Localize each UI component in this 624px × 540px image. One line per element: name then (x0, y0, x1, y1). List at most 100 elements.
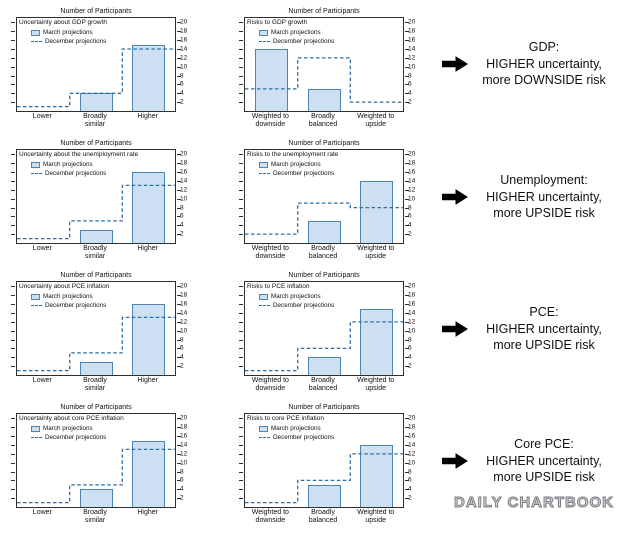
y-tick (177, 154, 181, 156)
y-tick-label: 10 (408, 63, 416, 71)
right-arrow-icon (442, 321, 468, 337)
y-tick-label: 10 (180, 459, 188, 467)
y-tick (11, 436, 15, 438)
y-tick-label: 20 (180, 414, 188, 422)
y-tick (405, 234, 409, 236)
y-tick (405, 498, 409, 500)
y-tick-label: 12 (180, 318, 188, 326)
legend-label-december: December projections (45, 434, 107, 441)
y-tick (239, 49, 243, 50)
annotation-text: PCE: HIGHER uncertainty, more UPSIDE ris… (486, 305, 602, 353)
march-bar (360, 308, 394, 375)
x-axis-labels: Weighted to downside Broadly balanced Weig… (244, 377, 402, 394)
y-axis-title: Number of Participants (60, 272, 132, 279)
y-tick-label: 10 (408, 195, 416, 203)
y-tick-label: 20 (408, 282, 416, 290)
y-tick (177, 418, 181, 420)
y-tick (239, 295, 243, 297)
legend-row-march: March projections (31, 424, 106, 433)
y-tick (405, 489, 409, 491)
y-tick (239, 198, 243, 200)
y-axis-title: Number of Participants (288, 404, 360, 411)
y-tick-label: 4 (408, 353, 412, 361)
y-tick-label: 4 (180, 353, 184, 361)
legend-row-march: March projections (259, 424, 334, 433)
y-tick (239, 304, 243, 306)
y-tick-label: 4 (408, 485, 412, 493)
annotation-text: Core PCE: HIGHER uncertainty, more UPSID… (486, 437, 602, 485)
chart-title: Risks to core PCE inflation (247, 415, 324, 422)
x-axis-label: Weighted to upside (357, 377, 395, 393)
x-axis-label: Weighted to downside (251, 113, 289, 129)
y-tick-label: 6 (408, 212, 412, 220)
y-tick-label: 8 (408, 204, 412, 212)
legend-row-december: December projections (259, 433, 334, 442)
y-tick (177, 102, 181, 104)
y-tick-label: 2 (408, 494, 412, 502)
y-tick (239, 366, 243, 368)
x-axis-label: Higher (137, 377, 158, 384)
annotation-text: GDP: HIGHER uncertainty, more DOWNSIDE r… (482, 40, 606, 88)
y-tick (405, 366, 409, 368)
y-tick (177, 31, 181, 33)
y-tick (239, 436, 243, 438)
y-tick-label: 18 (180, 159, 188, 167)
y-tick (11, 84, 15, 86)
y-tick-label: 14 (408, 309, 416, 317)
y-tick (11, 57, 15, 59)
y-tick (239, 207, 243, 209)
y-tick (177, 22, 181, 24)
x-axis-labels: Lower Broadly similar Higher (16, 113, 174, 130)
y-tick (11, 154, 15, 156)
y-tick-label: 2 (180, 98, 184, 106)
december-step-line (245, 202, 403, 235)
march-bar (79, 489, 113, 507)
annotation: PCE: HIGHER uncertainty, more UPSIDE ris… (442, 302, 620, 356)
y-tick (11, 339, 15, 341)
y-tick (405, 57, 409, 59)
annotation: Unemployment: HIGHER uncertainty, more U… (442, 170, 620, 224)
x-axis-labels: Weighted to downside Broadly balanced Weig… (244, 509, 402, 526)
x-axis-labels: Weighted to downside Broadly balanced Weig… (244, 113, 402, 130)
y-tick (405, 295, 409, 297)
december-step-line (17, 184, 175, 240)
chart-block: Number of Participants Uncertainty about … (10, 8, 216, 139)
y-tick (239, 339, 243, 341)
y-tick (239, 330, 243, 332)
y-tick (11, 102, 15, 104)
december-step-line (245, 57, 403, 103)
legend-row-march: March projections (259, 292, 334, 301)
y-tick (177, 286, 181, 288)
y-tick (11, 225, 15, 227)
legend-label-december: December projections (273, 434, 335, 441)
y-tick-label: 14 (408, 45, 416, 53)
x-axis-label: Weighted to downside (251, 509, 289, 525)
y-tick (405, 75, 409, 77)
y-tick (177, 84, 181, 86)
y-tick-label: 16 (180, 300, 188, 308)
y-tick-label: 6 (180, 80, 184, 88)
y-tick-label: 18 (408, 27, 416, 35)
y-tick (239, 163, 243, 165)
december-step-line (245, 453, 403, 504)
x-axis-label: Weighted to upside (357, 509, 395, 525)
y-tick-label: 12 (408, 54, 416, 62)
march-bar (132, 440, 166, 507)
legend: March projections December projections (31, 424, 106, 442)
annotation: Core PCE: HIGHER uncertainty, more UPSID… (442, 434, 620, 488)
x-axis-labels: Lower Broadly similar Higher (16, 245, 174, 262)
y-tick (177, 234, 181, 236)
y-tick-label: 16 (408, 168, 416, 176)
legend-row-december: December projections (259, 37, 334, 46)
y-tick-label: 6 (408, 476, 412, 484)
y-tick (405, 181, 409, 182)
december-dash-swatch (259, 305, 270, 306)
december-dash-swatch (259, 41, 270, 42)
y-tick-label: 14 (180, 441, 188, 449)
legend-row-december: December projections (259, 301, 334, 310)
y-tick-label: 2 (180, 494, 184, 502)
y-tick (405, 453, 409, 455)
legend-label-december: December projections (273, 302, 335, 309)
y-tick-label: 16 (180, 168, 188, 176)
plot-area: Uncertainty about PCE inflation March pro… (11, 281, 187, 376)
